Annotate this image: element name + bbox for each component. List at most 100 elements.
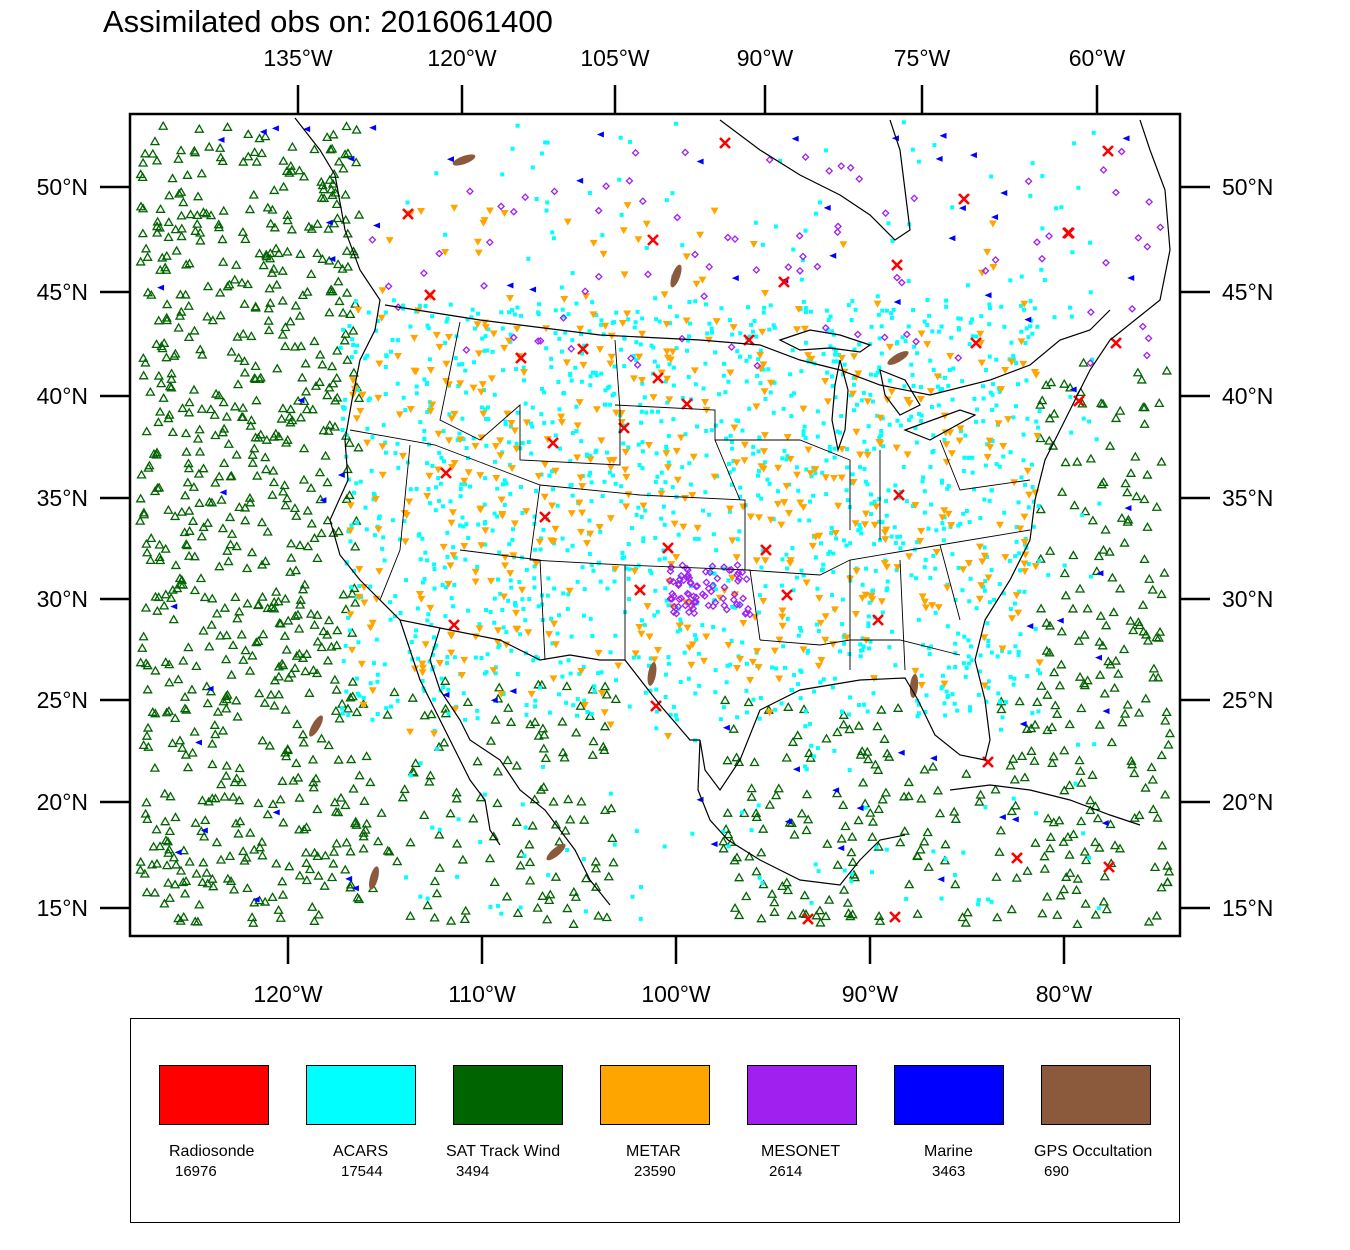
sat-track-wind-marker <box>571 727 582 737</box>
acars-marker <box>341 327 346 332</box>
acars-marker <box>501 368 506 373</box>
sat-track-wind-marker <box>1035 504 1046 514</box>
metar-marker <box>983 454 992 462</box>
metar-marker <box>520 369 529 377</box>
sat-track-wind-marker <box>302 505 313 515</box>
sat-track-wind-marker <box>340 189 351 199</box>
sat-track-wind-marker <box>312 609 323 619</box>
acars-marker <box>1008 278 1013 283</box>
acars-marker <box>945 624 950 629</box>
acars-marker <box>579 379 584 384</box>
acars-marker <box>946 665 951 670</box>
acars-marker <box>934 528 939 533</box>
sat-track-wind-marker <box>141 538 152 548</box>
acars-marker <box>705 331 710 336</box>
left-lat-label: 40°N <box>37 383 88 409</box>
marine-marker <box>319 497 327 504</box>
sat-track-wind-marker <box>799 890 810 900</box>
sat-track-wind-marker <box>1037 395 1048 405</box>
sat-track-wind-marker <box>318 425 329 435</box>
acars-marker <box>970 455 975 460</box>
acars-marker <box>709 571 714 576</box>
sat-track-wind-marker <box>236 277 248 287</box>
sat-track-wind-marker <box>723 829 734 839</box>
sat-track-wind-marker <box>1162 877 1173 887</box>
sat-track-wind-marker <box>359 796 370 805</box>
sat-track-wind-marker <box>515 860 526 870</box>
acars-marker <box>815 434 820 439</box>
sat-track-wind-marker <box>161 707 172 717</box>
acars-marker <box>557 336 562 341</box>
acars-marker <box>506 598 511 603</box>
acars-marker <box>1021 432 1026 437</box>
acars-marker <box>907 418 912 423</box>
sat-track-wind-marker <box>281 165 293 175</box>
acars-marker <box>984 554 989 559</box>
acars-marker <box>756 493 761 498</box>
mesonet-marker <box>559 313 568 322</box>
acars-marker <box>848 695 853 700</box>
acars-marker <box>655 609 660 614</box>
acars-marker <box>808 499 813 504</box>
acars-marker <box>588 453 593 458</box>
acars-marker <box>403 408 408 413</box>
acars-marker <box>596 671 601 676</box>
acars-marker <box>885 579 890 584</box>
metar-marker <box>852 567 861 575</box>
sat-track-wind-marker <box>1098 544 1109 554</box>
marine-marker <box>509 688 517 695</box>
metar-marker <box>623 310 632 318</box>
sat-track-wind-marker <box>562 903 573 913</box>
acars-marker <box>724 436 729 441</box>
acars-marker <box>375 712 380 717</box>
metar-marker <box>940 680 949 688</box>
sat-track-wind-marker <box>1061 872 1072 881</box>
acars-marker <box>804 467 809 472</box>
sat-track-wind-marker <box>529 794 540 804</box>
sat-track-wind-marker <box>382 709 393 719</box>
metar-marker <box>863 398 872 406</box>
sat-track-wind-marker <box>340 864 351 874</box>
acars-marker <box>565 548 570 553</box>
acars-marker <box>524 567 529 572</box>
mesonet-marker <box>730 590 739 599</box>
sat-track-wind-marker <box>811 910 822 920</box>
acars-marker <box>1037 559 1042 564</box>
sat-track-wind-marker <box>722 807 733 817</box>
acars-marker <box>847 768 852 773</box>
sat-track-wind-marker <box>326 143 338 153</box>
sat-track-wind-marker <box>233 828 244 838</box>
sat-track-wind-marker <box>801 825 812 835</box>
metar-marker <box>489 330 498 338</box>
sat-track-wind-marker <box>150 665 161 675</box>
metar-marker <box>350 385 359 393</box>
acars-marker <box>884 588 889 593</box>
metar-marker <box>662 348 671 356</box>
acars-marker <box>544 208 549 213</box>
sat-track-wind-marker <box>351 819 362 829</box>
sat-track-wind-marker <box>275 794 286 804</box>
acars-marker <box>666 433 671 438</box>
acars-marker <box>436 476 441 481</box>
acars-marker <box>789 393 794 398</box>
acars-marker <box>729 439 734 444</box>
acars-marker <box>551 236 556 241</box>
radiosonde-marker <box>634 584 646 596</box>
sat-track-wind-marker <box>143 462 154 472</box>
acars-marker <box>538 536 543 541</box>
sat-track-wind-marker <box>313 909 324 919</box>
sat-track-wind-marker <box>1035 603 1047 613</box>
sat-track-wind-marker <box>341 493 352 503</box>
acars-marker <box>357 584 362 589</box>
sat-track-wind-marker <box>345 692 356 702</box>
sat-track-wind-marker <box>870 759 881 769</box>
sat-track-wind-marker <box>344 437 355 447</box>
sat-track-wind-marker <box>277 889 289 899</box>
sat-track-wind-marker <box>599 805 611 814</box>
metar-marker <box>746 676 755 684</box>
acars-marker <box>758 348 763 353</box>
metar-marker <box>492 474 501 482</box>
acars-marker <box>726 844 731 849</box>
marine-marker <box>337 471 345 478</box>
sat-track-wind-marker <box>286 224 298 234</box>
